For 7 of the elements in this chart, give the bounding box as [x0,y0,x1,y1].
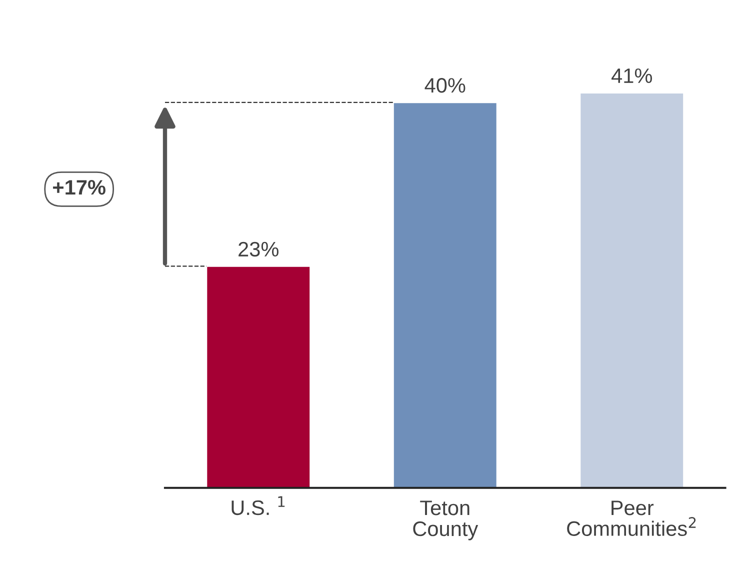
x-tick-label: Teton County [413,500,478,540]
text: +17% [53,180,106,195]
x-tick-label: U.S. $^{1}$ [232,496,285,516]
data-label: 40% [424,78,466,93]
x-tick-label: Peer Communities$^{2}$ [567,500,696,536]
data-label: 41% [612,68,652,84]
data-label: 23% [238,242,278,257]
